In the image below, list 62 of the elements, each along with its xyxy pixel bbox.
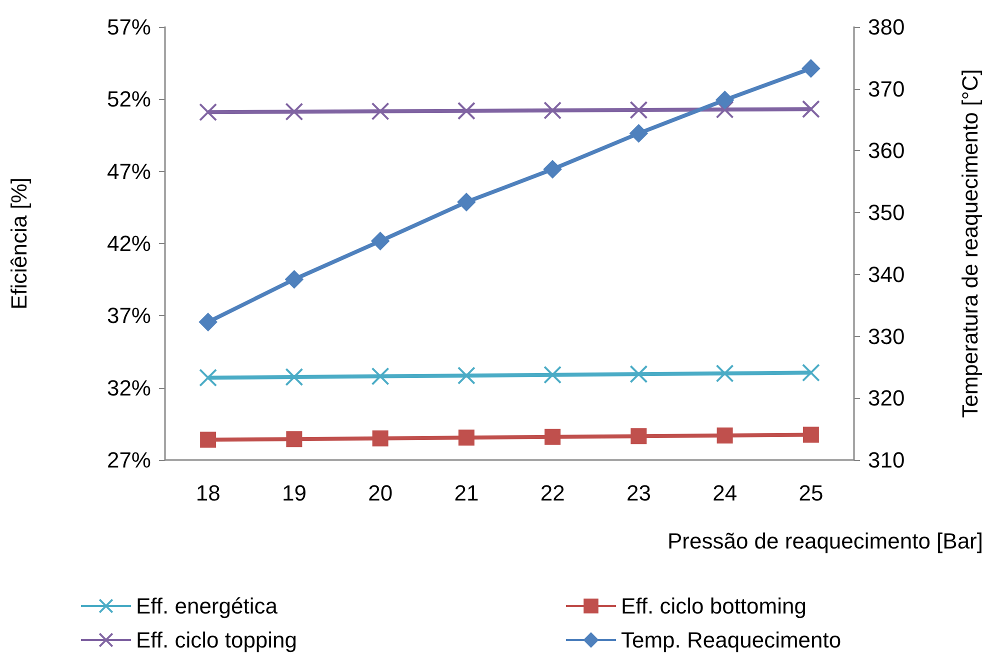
- point: [802, 59, 820, 78]
- point: [544, 101, 562, 120]
- y-tick-label: 42%: [106, 231, 151, 256]
- point: [802, 364, 820, 382]
- legend-label: Eff. ciclo topping: [136, 628, 298, 652]
- point: [200, 432, 216, 448]
- y2-tick-label: 340: [868, 262, 905, 287]
- y-tick-label: 27%: [106, 448, 151, 472]
- x-tick-label: 19: [282, 480, 306, 506]
- y-tick-label: 32%: [106, 375, 151, 400]
- x-tick-label: 22: [540, 480, 565, 506]
- y2-tick-label: 320: [868, 386, 905, 411]
- point: [716, 364, 734, 382]
- x-tick-label: 23: [626, 480, 651, 506]
- y-axis-title: Eficiência [%]: [6, 177, 32, 310]
- y-tick-label: 47%: [106, 158, 151, 184]
- y-tick-label: 37%: [106, 303, 151, 328]
- point: [458, 430, 474, 446]
- point: [544, 366, 562, 384]
- point: [630, 428, 647, 444]
- x-tick-label: 24: [712, 480, 738, 506]
- point: [286, 431, 302, 448]
- x-axis-title: Pressão de reaquecimento [Bar]: [667, 528, 984, 554]
- y2-tick-label: 380: [868, 14, 905, 40]
- point: [285, 102, 304, 121]
- point: [457, 102, 476, 120]
- y2-tick-label: 330: [868, 324, 905, 349]
- x-tick-label: 25: [798, 480, 824, 506]
- point: [371, 367, 390, 386]
- point: [457, 193, 476, 212]
- point: [630, 124, 648, 142]
- point: [199, 313, 218, 332]
- y2-tick-label: 310: [868, 448, 905, 472]
- point: [630, 100, 648, 119]
- point: [457, 366, 476, 385]
- y-tick-label: 52%: [106, 86, 151, 112]
- point: [802, 426, 819, 443]
- point: [716, 100, 734, 119]
- x-tick-label: 20: [368, 480, 393, 506]
- point: [544, 428, 561, 445]
- y2-axis-title: Temperatura de reaquecimento [°C]: [958, 69, 982, 418]
- point: [371, 102, 390, 120]
- point: [716, 427, 733, 444]
- point: [199, 368, 218, 387]
- point: [544, 160, 562, 178]
- point: [199, 103, 218, 122]
- point: [716, 90, 734, 109]
- x-tick-label: 18: [196, 480, 220, 506]
- point: [285, 270, 304, 288]
- point: [630, 365, 648, 384]
- y-tick-label: 57%: [106, 14, 151, 40]
- y2-tick-label: 350: [868, 200, 905, 226]
- point: [802, 100, 820, 118]
- x-tick-label: 21: [454, 480, 479, 506]
- y2-tick-label: 370: [868, 76, 905, 102]
- legend-label: Eff. ciclo bottoming: [621, 594, 806, 618]
- y2-tick-label: 360: [868, 138, 905, 164]
- legend-label: Temp. Reaquecimento: [621, 628, 842, 652]
- legend-label: Eff. energética: [136, 594, 278, 618]
- point: [371, 232, 390, 250]
- point: [372, 430, 388, 446]
- point: [285, 368, 304, 386]
